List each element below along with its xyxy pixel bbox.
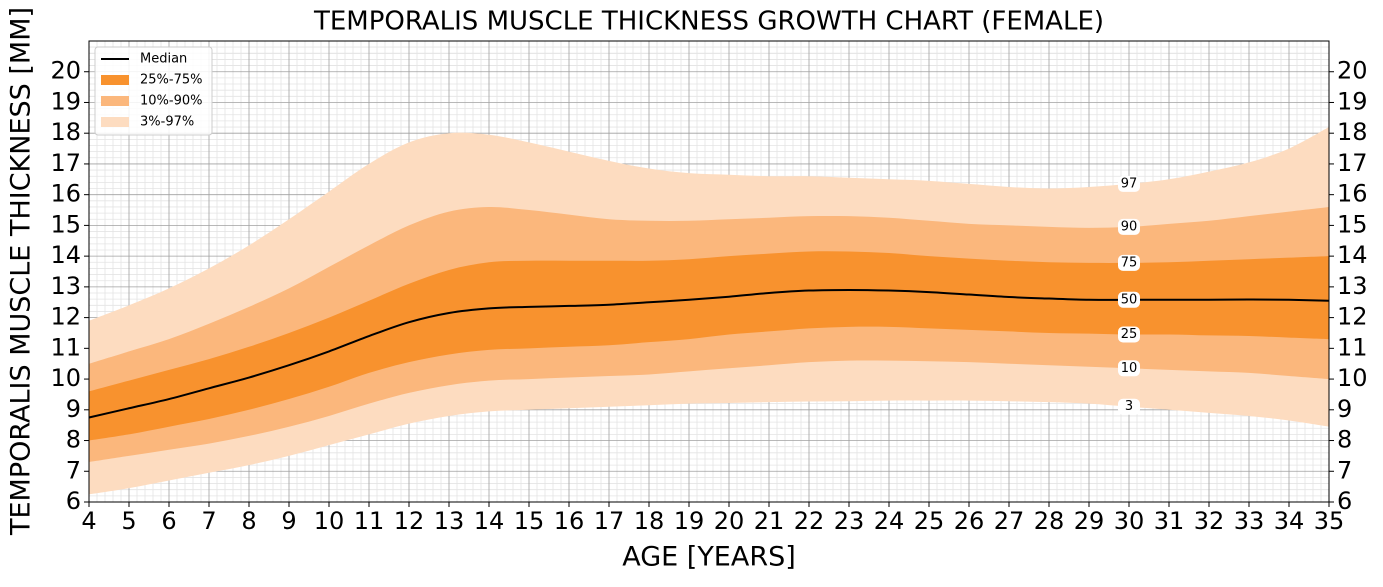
- y-tick-label: 15: [50, 210, 81, 238]
- y-tick-label: 9: [66, 395, 81, 423]
- x-tick-label: 12: [394, 507, 425, 535]
- y-tick-label-right: 8: [1337, 426, 1352, 454]
- x-tick-label: 34: [1274, 507, 1305, 535]
- legend-swatch: [101, 96, 129, 106]
- curve-label-bg: [1118, 218, 1140, 235]
- x-tick-label: 26: [954, 507, 985, 535]
- curve-label: 90: [1121, 219, 1138, 234]
- x-tick-label: 35: [1314, 507, 1345, 535]
- y-tick-label: 8: [66, 426, 81, 454]
- plot-frame: [88, 40, 1330, 503]
- x-tick-label: 14: [474, 507, 505, 535]
- x-tick-label: 20: [714, 507, 745, 535]
- y-tick-label-right: 17: [1337, 149, 1368, 177]
- y-axis-label: TEMPORALIS MUSCLE THICKNESS [MM]: [6, 7, 37, 536]
- x-tick-label: 25: [914, 507, 945, 535]
- x-tick-label: 7: [201, 507, 216, 535]
- y-tick-label-right: 16: [1337, 180, 1368, 208]
- x-tick-label: 21: [754, 507, 785, 535]
- legend-label: Median: [140, 52, 187, 67]
- x-tick-label: 30: [1114, 507, 1145, 535]
- curve-label: 3: [1125, 399, 1133, 414]
- y-tick-label-right: 9: [1337, 395, 1352, 423]
- y-tick-label-right: 15: [1337, 210, 1368, 238]
- x-tick-label: 13: [434, 507, 465, 535]
- legend-label: 3%-97%: [140, 115, 194, 130]
- x-tick-label: 18: [634, 507, 665, 535]
- y-tick-label: 14: [50, 241, 81, 269]
- curve-label-bg: [1118, 291, 1140, 308]
- legend-swatch: [101, 117, 129, 127]
- x-tick-label: 31: [1154, 507, 1185, 535]
- chart-title: TEMPORALIS MUSCLE THICKNESS GROWTH CHART…: [313, 7, 1104, 37]
- x-tick-label: 32: [1194, 507, 1225, 535]
- y-tick-label: 20: [50, 57, 81, 85]
- y-tick-label: 6: [66, 487, 81, 515]
- y-tick-label-right: 12: [1337, 303, 1368, 331]
- x-axis-label: AGE [YEARS]: [622, 542, 796, 573]
- curve-label-bg: [1118, 360, 1140, 377]
- x-tick-label: 9: [281, 507, 296, 535]
- legend-swatch: [101, 75, 129, 85]
- y-tick-label-right: 13: [1337, 272, 1368, 300]
- y-tick-label: 10: [50, 364, 81, 392]
- y-tick-label: 12: [50, 303, 81, 331]
- legend-label: 10%-90%: [140, 94, 202, 109]
- curve-label: 97: [1121, 176, 1138, 191]
- x-tick-label: 24: [874, 507, 905, 535]
- y-tick-label-right: 14: [1337, 241, 1368, 269]
- curve-label-bg: [1118, 398, 1140, 415]
- x-tick-label: 4: [81, 507, 96, 535]
- x-tick-label: 6: [161, 507, 176, 535]
- x-tick-label: 23: [834, 507, 865, 535]
- x-tick-label: 11: [354, 507, 385, 535]
- legend-label: 25%-75%: [140, 73, 202, 88]
- x-tick-label: 17: [594, 507, 625, 535]
- y-tick-label-right: 20: [1337, 57, 1368, 85]
- legend-box: [94, 46, 213, 136]
- y-tick-label-right: 6: [1337, 487, 1352, 515]
- y-tick-label-right: 19: [1337, 87, 1368, 115]
- y-tick-label: 18: [50, 118, 81, 146]
- x-tick-label: 19: [674, 507, 705, 535]
- y-tick-label: 17: [50, 149, 81, 177]
- curve-label-bg: [1118, 254, 1140, 271]
- x-tick-label: 22: [794, 507, 825, 535]
- y-tick-label: 19: [50, 87, 81, 115]
- curve-label: 25: [1121, 327, 1138, 342]
- curve-label: 10: [1121, 361, 1138, 376]
- x-tick-label: 10: [314, 507, 345, 535]
- x-tick-label: 27: [994, 507, 1025, 535]
- x-tick-label: 33: [1234, 507, 1265, 535]
- y-tick-label-right: 11: [1337, 333, 1368, 361]
- x-tick-label: 15: [514, 507, 545, 535]
- x-tick-label: 5: [121, 507, 136, 535]
- x-tick-label: 16: [554, 507, 585, 535]
- y-tick-label-right: 10: [1337, 364, 1368, 392]
- curve-label-bg: [1118, 326, 1140, 343]
- x-tick-label: 8: [241, 507, 256, 535]
- curve-label: 75: [1121, 255, 1138, 270]
- y-tick-label: 16: [50, 180, 81, 208]
- curve-label-bg: [1118, 175, 1140, 192]
- y-tick-label: 13: [50, 272, 81, 300]
- y-tick-label-right: 7: [1337, 456, 1352, 484]
- curve-label: 50: [1121, 292, 1138, 307]
- x-tick-label: 28: [1034, 507, 1065, 535]
- x-tick-label: 29: [1074, 507, 1105, 535]
- y-tick-label: 7: [66, 456, 81, 484]
- y-tick-label-right: 18: [1337, 118, 1368, 146]
- percentile-band: [89, 251, 1329, 441]
- y-tick-label: 11: [50, 333, 81, 361]
